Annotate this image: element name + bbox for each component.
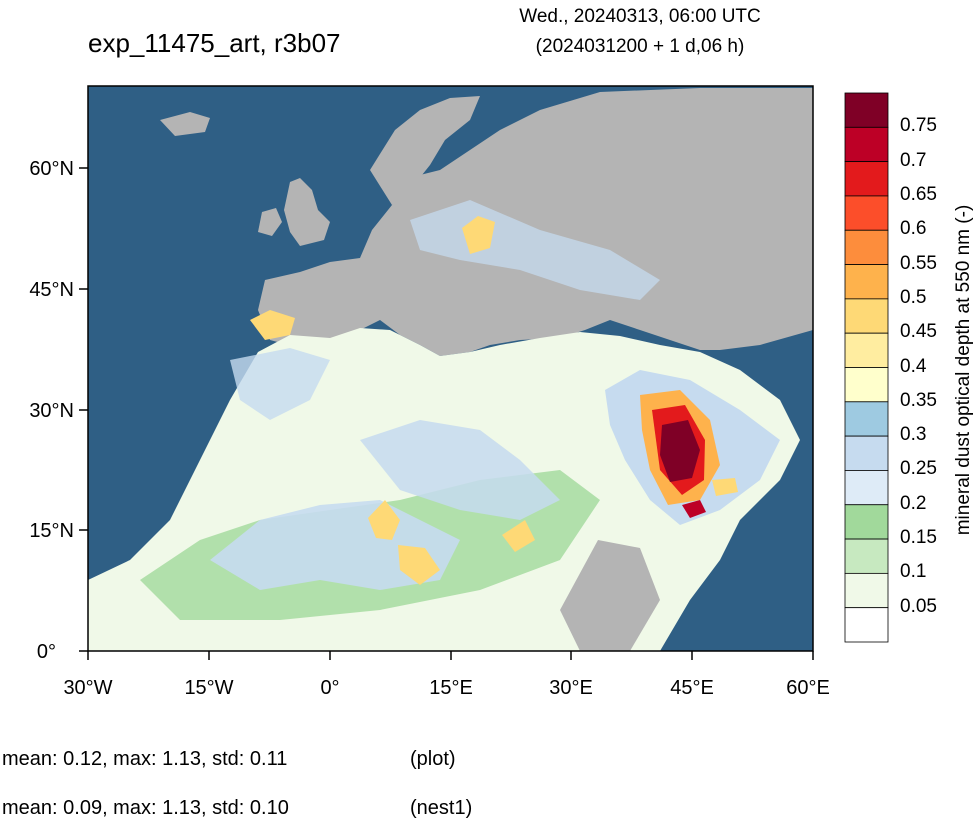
colorbar	[844, 92, 889, 643]
dust-hotspot-yemen	[682, 500, 706, 518]
colorbar-swatch	[844, 572, 889, 609]
dust-patch-niger	[368, 500, 400, 540]
colorbar-label: 0.25	[900, 458, 937, 480]
stats-nest1-tag: (nest1)	[410, 797, 473, 819]
colorbar-label: 0.7	[900, 149, 927, 171]
plot-title: exp_11475_art, r3b07	[88, 28, 341, 58]
ireland-landmass	[258, 208, 282, 236]
colorbar-swatch	[844, 332, 889, 368]
lat-label-60n: 60°N	[29, 158, 74, 180]
dust-patch-sudan	[502, 520, 535, 552]
colorbar-label: 0.05	[900, 595, 937, 617]
colorbar-swatch	[844, 229, 889, 265]
colorbar-swatch	[844, 538, 889, 574]
stats-nest1: mean: 0.09, max: 1.13, std: 0.10 (nest1)	[2, 797, 472, 820]
colorbar-label: 0.15	[900, 527, 937, 549]
lon-tick-labels: 30°W 15°W 0° 15°E 30°E 45°E 60°E	[63, 677, 829, 699]
stats-plot-text: mean: 0.12, max: 1.13, std: 0.11	[2, 748, 288, 770]
colorbar-swatch	[844, 607, 889, 643]
colorbar-swatch	[844, 161, 889, 197]
lat-tick-marks	[79, 167, 88, 652]
lon-label-30e: 30°E	[549, 677, 593, 699]
valid-time-header: Wed., 20240313, 06:00 UTC (2024031200 + …	[470, 2, 810, 62]
colorbar-swatch	[844, 126, 889, 163]
colorbar-label: 0.4	[900, 355, 927, 377]
east-africa-landmass	[560, 540, 660, 651]
lon-label-15e: 15°E	[429, 677, 473, 699]
colorbar-swatch	[844, 504, 889, 540]
lat-tick-labels: 60°N 45°N 30°N 15°N 0°	[29, 158, 74, 663]
stats-plot-tag: (plot)	[410, 748, 456, 770]
colorbar-swatch	[844, 92, 889, 128]
init-info: (2024031200 + 1 d,06 h)	[535, 36, 745, 57]
dust-patch-nigeria	[398, 545, 440, 585]
iceland-landmass	[160, 112, 210, 136]
lon-tick-marks	[87, 651, 814, 660]
lon-label-0: 0°	[320, 677, 339, 699]
dust-band-north	[230, 348, 330, 420]
colorbar-label: 0.35	[900, 389, 937, 411]
stats-plot: mean: 0.12, max: 1.13, std: 0.11 (plot)	[2, 748, 456, 771]
colorbar-label: 0.65	[900, 183, 937, 205]
valid-time: Wed., 20240313, 06:00 UTC	[519, 6, 761, 27]
lat-label-15n: 15°N	[29, 520, 74, 542]
colorbar-label: 0.6	[900, 218, 927, 240]
scandinavia-landmass	[370, 96, 480, 205]
colorbar-label: 0.1	[900, 561, 927, 583]
lat-label-30n: 30°N	[29, 400, 74, 422]
colorbar-swatch	[844, 367, 889, 403]
colorbar-title: mineral dust optical depth at 550 nm (-)	[953, 204, 974, 536]
colorbar-label: 0.75	[900, 115, 937, 137]
colorbar-swatch	[844, 298, 889, 334]
britain-landmass	[284, 178, 330, 246]
dust-patch-oman	[712, 478, 738, 496]
lat-label-0: 0°	[37, 641, 56, 663]
colorbar-label: 0.5	[900, 286, 927, 308]
colorbar-swatch	[844, 195, 889, 231]
dust-hotspot-arabia-core	[660, 420, 700, 482]
europe-landmass	[258, 88, 813, 356]
stats-nest1-text: mean: 0.09, max: 1.13, std: 0.10	[2, 797, 289, 819]
colorbar-label: 0.55	[900, 252, 937, 274]
colorbar-swatch	[844, 264, 889, 300]
lon-label-15w: 15°W	[184, 677, 233, 699]
colorbar-label: 0.3	[900, 424, 927, 446]
dust-patch-morocco	[250, 310, 295, 340]
lat-label-45n: 45°N	[29, 279, 74, 301]
colorbar-label: 0.2	[900, 492, 927, 514]
lon-label-30w: 30°W	[63, 677, 112, 699]
colorbar-swatch	[844, 435, 889, 471]
lon-label-45e: 45°E	[670, 677, 714, 699]
dust-band-libya	[360, 420, 560, 520]
map-content	[88, 86, 813, 651]
colorbar-label: 0.45	[900, 321, 937, 343]
colorbar-swatch	[844, 470, 889, 506]
dust-patch-poland	[462, 216, 495, 254]
lon-label-60e: 60°E	[786, 677, 830, 699]
colorbar-swatch	[844, 401, 889, 437]
